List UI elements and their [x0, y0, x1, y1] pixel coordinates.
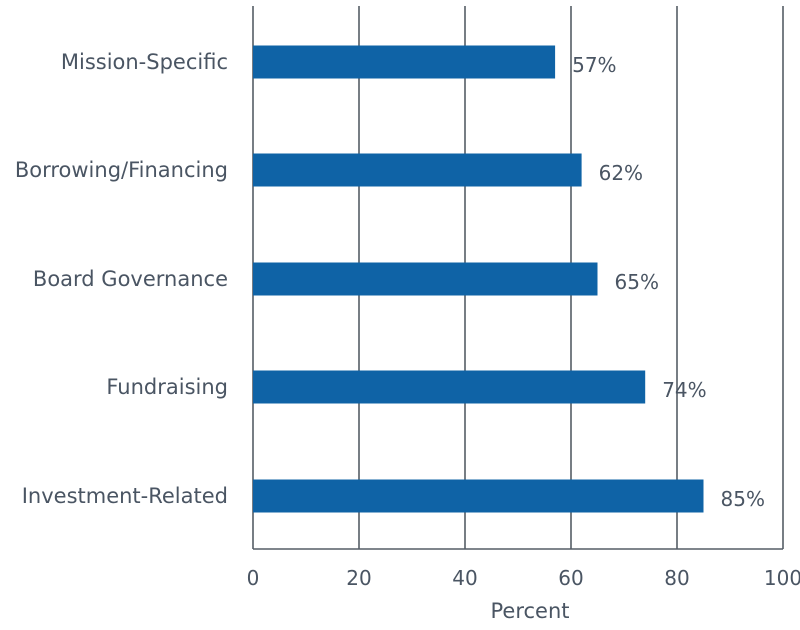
value-label: 57%	[572, 53, 616, 77]
x-tick-label: 80	[664, 566, 689, 590]
value-label: 65%	[615, 270, 659, 294]
category-label: Mission-Specific	[61, 50, 228, 74]
x-tick-label: 20	[346, 566, 371, 590]
category-label: Investment-Related	[22, 484, 228, 508]
x-tick-label: 100	[764, 566, 800, 590]
bar-mission-specific	[253, 45, 556, 79]
bars	[253, 45, 704, 513]
category-labels: Mission-Specific Borrowing/Financing Board…	[15, 50, 228, 508]
value-labels: 57% 62% 65% 74% 85%	[572, 53, 765, 511]
value-label: 74%	[662, 378, 706, 402]
x-tick-label: 40	[452, 566, 477, 590]
x-axis-title: Percent	[490, 599, 569, 623]
x-tick-labels: 0 20 40 60 80 100	[247, 566, 800, 590]
bar-fundraising	[253, 370, 646, 404]
bar-investment-related	[253, 479, 704, 513]
bar-borrowing-financing	[253, 153, 582, 187]
category-label: Fundraising	[106, 375, 228, 399]
x-tick-label: 0	[247, 566, 260, 590]
value-label: 85%	[721, 487, 765, 511]
x-tick-label: 60	[558, 566, 583, 590]
category-label: Board Governance	[33, 267, 228, 291]
value-label: 62%	[599, 161, 643, 185]
category-label: Borrowing/Financing	[15, 158, 228, 182]
bar-board-governance	[253, 262, 598, 296]
